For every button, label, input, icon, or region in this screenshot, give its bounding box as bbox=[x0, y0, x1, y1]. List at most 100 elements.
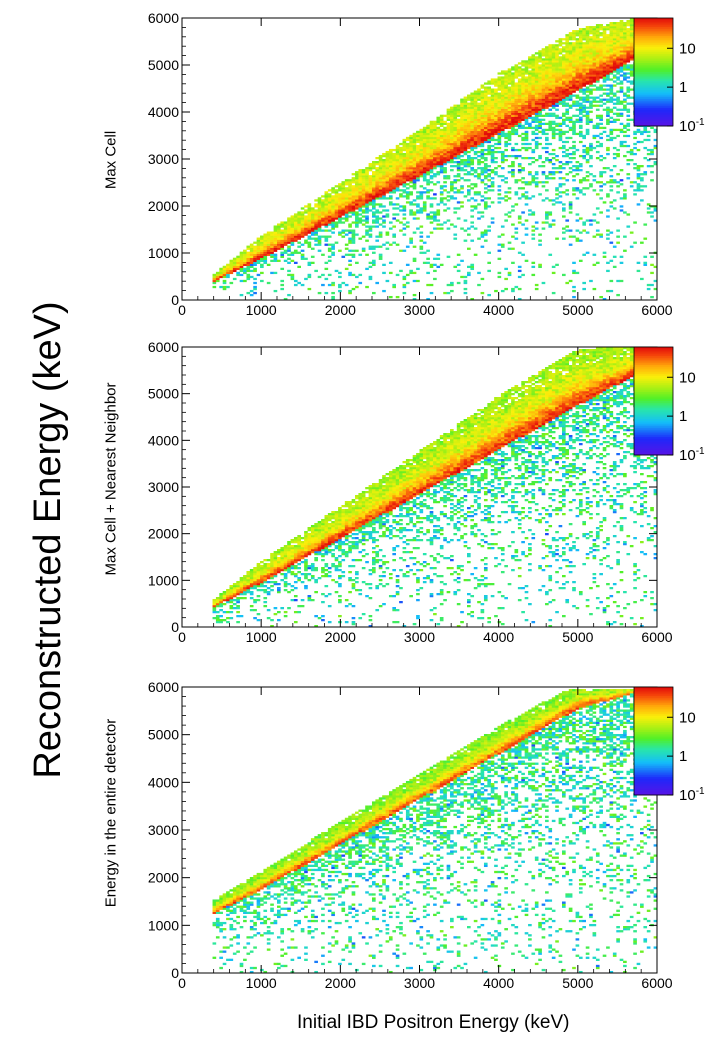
heatmap-cell bbox=[538, 76, 542, 79]
heatmap-cell bbox=[572, 126, 576, 130]
heatmap-cell bbox=[219, 605, 223, 608]
heatmap-cell bbox=[358, 181, 363, 184]
heatmap-cell bbox=[623, 28, 627, 31]
heatmap-cell bbox=[304, 221, 308, 224]
heatmap-cell bbox=[517, 217, 522, 220]
heatmap-cell bbox=[378, 185, 383, 188]
heatmap-cell bbox=[355, 179, 359, 182]
heatmap-cell bbox=[467, 273, 471, 277]
heatmap-cell bbox=[551, 76, 556, 79]
heatmap-cell bbox=[623, 189, 627, 192]
heatmap-cell bbox=[236, 257, 240, 260]
heatmap-cell bbox=[388, 203, 393, 206]
heatmap-cell bbox=[243, 249, 247, 252]
heatmap-cell bbox=[500, 102, 505, 105]
heatmap-cell bbox=[460, 104, 464, 107]
heatmap-cell bbox=[436, 159, 441, 162]
heatmap-cell bbox=[616, 34, 620, 37]
heatmap-cell bbox=[429, 144, 434, 148]
heatmap-cell bbox=[287, 249, 291, 252]
heatmap-cell bbox=[300, 249, 305, 252]
heatmap-cell bbox=[355, 233, 359, 236]
heatmap-cell bbox=[338, 201, 342, 204]
heatmap-cell bbox=[300, 221, 305, 224]
heatmap-cell bbox=[293, 221, 298, 224]
heatmap-cell bbox=[517, 197, 522, 200]
heatmap-cell bbox=[575, 38, 580, 41]
colorbar-segment bbox=[634, 77, 673, 80]
heatmap-cell bbox=[412, 167, 417, 170]
heatmap-cell bbox=[446, 207, 451, 210]
heatmap-cell bbox=[239, 269, 244, 273]
heatmap-cell bbox=[585, 96, 590, 99]
heatmap-cell bbox=[541, 171, 546, 174]
heatmap-cell bbox=[439, 199, 444, 202]
heatmap-cell bbox=[419, 231, 424, 234]
heatmap-cell bbox=[412, 199, 417, 202]
heatmap-cell bbox=[507, 104, 512, 107]
heatmap-cell bbox=[467, 161, 471, 164]
heatmap-cell bbox=[426, 138, 430, 142]
heatmap-cell bbox=[504, 74, 508, 77]
heatmap-cell bbox=[314, 209, 318, 212]
heatmap-cell bbox=[606, 56, 610, 59]
heatmap-cell bbox=[446, 130, 451, 134]
heatmap-cell bbox=[578, 28, 583, 31]
heatmap-cell bbox=[402, 156, 407, 160]
heatmap-cell bbox=[467, 108, 471, 111]
heatmap-cell bbox=[545, 62, 549, 65]
heatmap-cell bbox=[487, 152, 491, 156]
heatmap-cell bbox=[226, 621, 230, 624]
heatmap-cell bbox=[528, 146, 532, 150]
heatmap-cell bbox=[490, 148, 495, 152]
x-tick-label: 0 bbox=[178, 302, 186, 318]
heatmap-cell bbox=[314, 219, 318, 222]
heatmap-cell bbox=[585, 90, 590, 93]
heatmap-cell bbox=[372, 225, 376, 228]
colorbar-segment bbox=[634, 18, 673, 21]
heatmap-cell bbox=[602, 102, 607, 105]
heatmap-cell bbox=[653, 287, 658, 291]
heatmap-cell bbox=[355, 221, 359, 224]
heatmap-cell bbox=[545, 189, 549, 192]
heatmap-cell bbox=[446, 150, 451, 154]
heatmap-cell bbox=[392, 159, 396, 162]
heatmap-cell bbox=[636, 173, 641, 176]
heatmap-cell bbox=[548, 112, 553, 115]
heatmap-cell bbox=[467, 163, 471, 166]
heatmap-cell bbox=[450, 144, 454, 148]
heatmap-cell bbox=[551, 156, 556, 160]
heatmap-cell bbox=[545, 90, 549, 93]
heatmap-cell bbox=[490, 134, 495, 138]
heatmap-cell bbox=[497, 92, 502, 95]
heatmap-cell bbox=[402, 291, 407, 295]
heatmap-cell bbox=[551, 120, 556, 123]
heatmap-cell bbox=[606, 112, 610, 115]
heatmap-cell bbox=[287, 247, 291, 250]
heatmap-cell bbox=[334, 241, 339, 244]
heatmap-cell bbox=[443, 154, 447, 158]
heatmap-cell bbox=[402, 159, 407, 162]
heatmap-cell bbox=[548, 78, 553, 81]
heatmap-cell bbox=[531, 130, 536, 134]
colorbar-segment bbox=[634, 120, 673, 123]
heatmap-cell bbox=[290, 223, 295, 226]
heatmap-cell bbox=[324, 193, 329, 196]
heatmap-cell bbox=[585, 26, 590, 29]
heatmap-cell bbox=[521, 146, 525, 150]
heatmap-cell bbox=[626, 144, 631, 148]
heatmap-cell bbox=[436, 140, 441, 144]
heatmap-cell bbox=[524, 219, 529, 222]
heatmap-cell bbox=[443, 209, 447, 212]
heatmap-cell bbox=[473, 126, 478, 130]
heatmap-cell bbox=[351, 205, 356, 208]
heatmap-cell bbox=[226, 271, 230, 275]
heatmap-cell bbox=[436, 146, 441, 150]
heatmap-cell bbox=[450, 187, 454, 190]
heatmap-cell bbox=[436, 132, 441, 136]
heatmap-cell bbox=[558, 96, 563, 99]
heatmap-cell bbox=[463, 152, 468, 156]
heatmap-cell bbox=[541, 54, 546, 57]
heatmap-cell bbox=[399, 183, 403, 186]
heatmap-cell bbox=[338, 211, 342, 214]
